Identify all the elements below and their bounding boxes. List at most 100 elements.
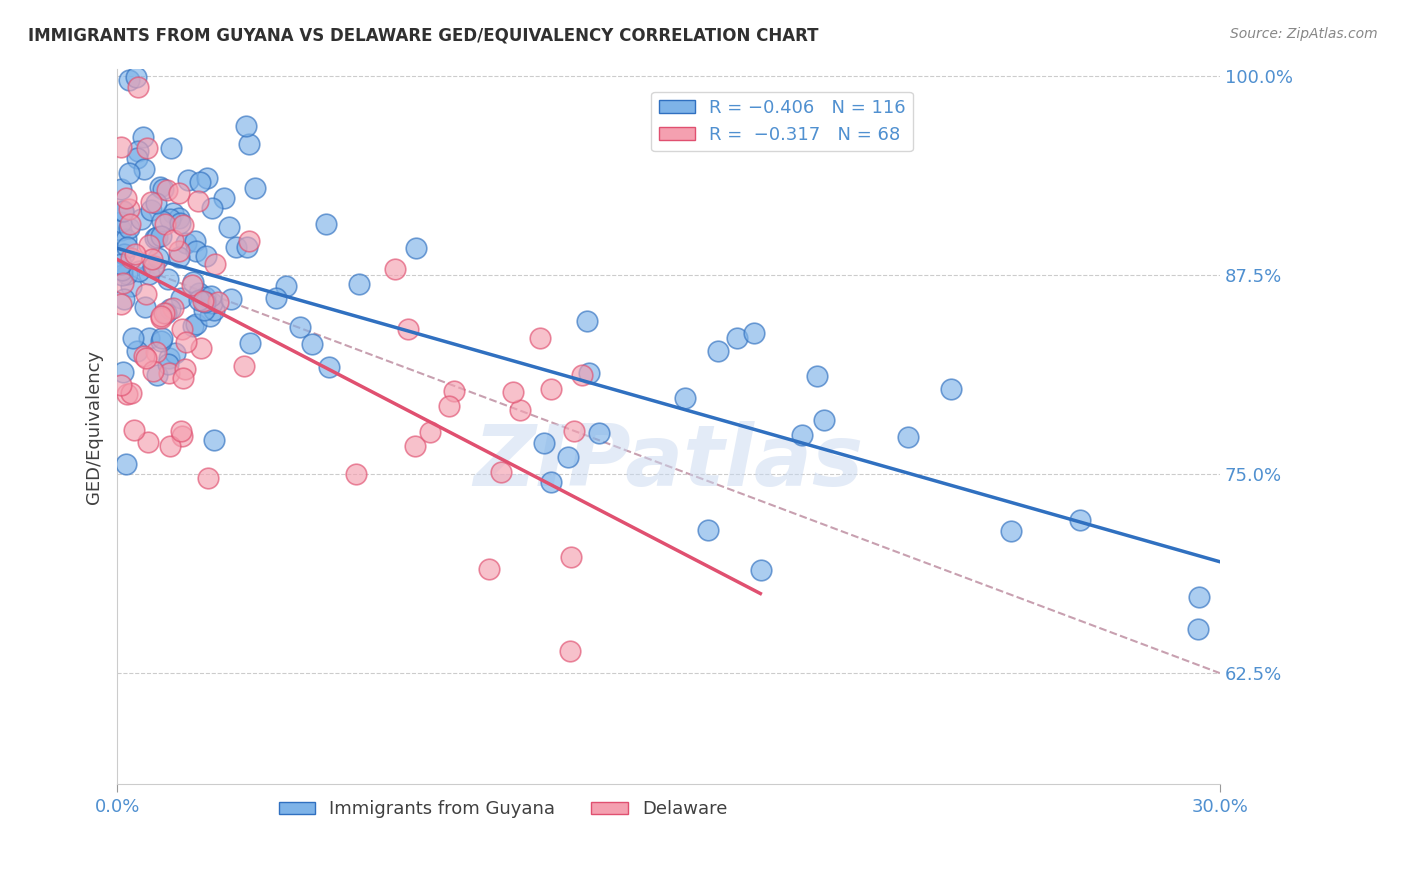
- Point: [194, 290, 217, 304]
- Point: [120, 251, 142, 265]
- Point: [135, 351, 157, 365]
- Point: [111, 268, 134, 282]
- Point: [120, 217, 142, 231]
- Point: [384, 262, 406, 277]
- Point: [202, 433, 225, 447]
- Point: [128, 264, 150, 278]
- Point: [201, 201, 224, 215]
- Point: [187, 194, 209, 208]
- Point: [184, 317, 207, 331]
- Point: [235, 119, 257, 133]
- Point: [145, 196, 167, 211]
- Point: [110, 257, 132, 271]
- Point: [478, 562, 501, 576]
- Point: [167, 211, 190, 225]
- Point: [132, 130, 155, 145]
- Point: [127, 80, 149, 95]
- Point: [134, 349, 156, 363]
- Point: [162, 233, 184, 247]
- Point: [135, 287, 157, 301]
- Point: [172, 218, 194, 232]
- Point: [673, 392, 696, 406]
- Point: [183, 319, 205, 334]
- Point: [157, 367, 180, 381]
- Point: [112, 292, 135, 306]
- Point: [146, 251, 169, 265]
- Point: [188, 175, 211, 189]
- Point: [1187, 622, 1209, 636]
- Point: [792, 428, 814, 442]
- Point: [204, 303, 226, 318]
- Point: [159, 351, 181, 365]
- Point: [118, 72, 141, 87]
- Point: [187, 285, 209, 300]
- Point: [725, 331, 748, 345]
- Point: [159, 439, 181, 453]
- Point: [110, 296, 132, 310]
- Point: [243, 181, 266, 195]
- Point: [153, 217, 176, 231]
- Point: [156, 271, 179, 285]
- Point: [194, 295, 217, 310]
- Point: [129, 211, 152, 226]
- Point: [127, 144, 149, 158]
- Point: [114, 232, 136, 246]
- Point: [184, 244, 207, 258]
- Point: [419, 425, 441, 439]
- Point: [195, 249, 218, 263]
- Legend: Immigrants from Guyana, Delaware: Immigrants from Guyana, Delaware: [271, 793, 734, 825]
- Text: ZIPatlas: ZIPatlas: [474, 421, 863, 504]
- Text: IMMIGRANTS FROM GUYANA VS DELAWARE GED/EQUIVALENCY CORRELATION CHART: IMMIGRANTS FROM GUYANA VS DELAWARE GED/E…: [28, 27, 818, 45]
- Point: [193, 302, 215, 317]
- Point: [162, 301, 184, 316]
- Point: [165, 345, 187, 359]
- Point: [167, 186, 190, 200]
- Point: [145, 345, 167, 359]
- Point: [160, 141, 183, 155]
- Point: [152, 306, 174, 320]
- Point: [578, 366, 600, 380]
- Point: [125, 344, 148, 359]
- Point: [560, 550, 582, 565]
- Point: [118, 166, 141, 180]
- Point: [806, 369, 828, 384]
- Point: [1069, 513, 1091, 527]
- Point: [404, 439, 426, 453]
- Point: [110, 223, 132, 237]
- Point: [141, 195, 163, 210]
- Point: [150, 310, 173, 325]
- Point: [111, 263, 134, 277]
- Point: [560, 644, 582, 658]
- Point: [143, 231, 166, 245]
- Point: [214, 190, 236, 204]
- Point: [118, 202, 141, 216]
- Point: [136, 434, 159, 449]
- Point: [588, 426, 610, 441]
- Point: [742, 326, 765, 340]
- Point: [173, 362, 195, 376]
- Y-axis label: GED/Equivalency: GED/Equivalency: [86, 350, 103, 504]
- Point: [437, 399, 460, 413]
- Point: [115, 387, 138, 401]
- Point: [344, 467, 367, 481]
- Point: [141, 252, 163, 266]
- Point: [120, 385, 142, 400]
- Point: [155, 306, 177, 320]
- Point: [218, 219, 240, 234]
- Point: [112, 246, 135, 260]
- Point: [200, 296, 222, 310]
- Point: [540, 383, 562, 397]
- Point: [138, 331, 160, 345]
- Point: [191, 293, 214, 308]
- Point: [197, 471, 219, 485]
- Point: [112, 203, 135, 218]
- Point: [288, 319, 311, 334]
- Point: [157, 358, 180, 372]
- Point: [502, 385, 524, 400]
- Point: [142, 364, 165, 378]
- Point: [1188, 590, 1211, 604]
- Point: [132, 161, 155, 176]
- Point: [138, 237, 160, 252]
- Point: [118, 221, 141, 235]
- Point: [170, 291, 193, 305]
